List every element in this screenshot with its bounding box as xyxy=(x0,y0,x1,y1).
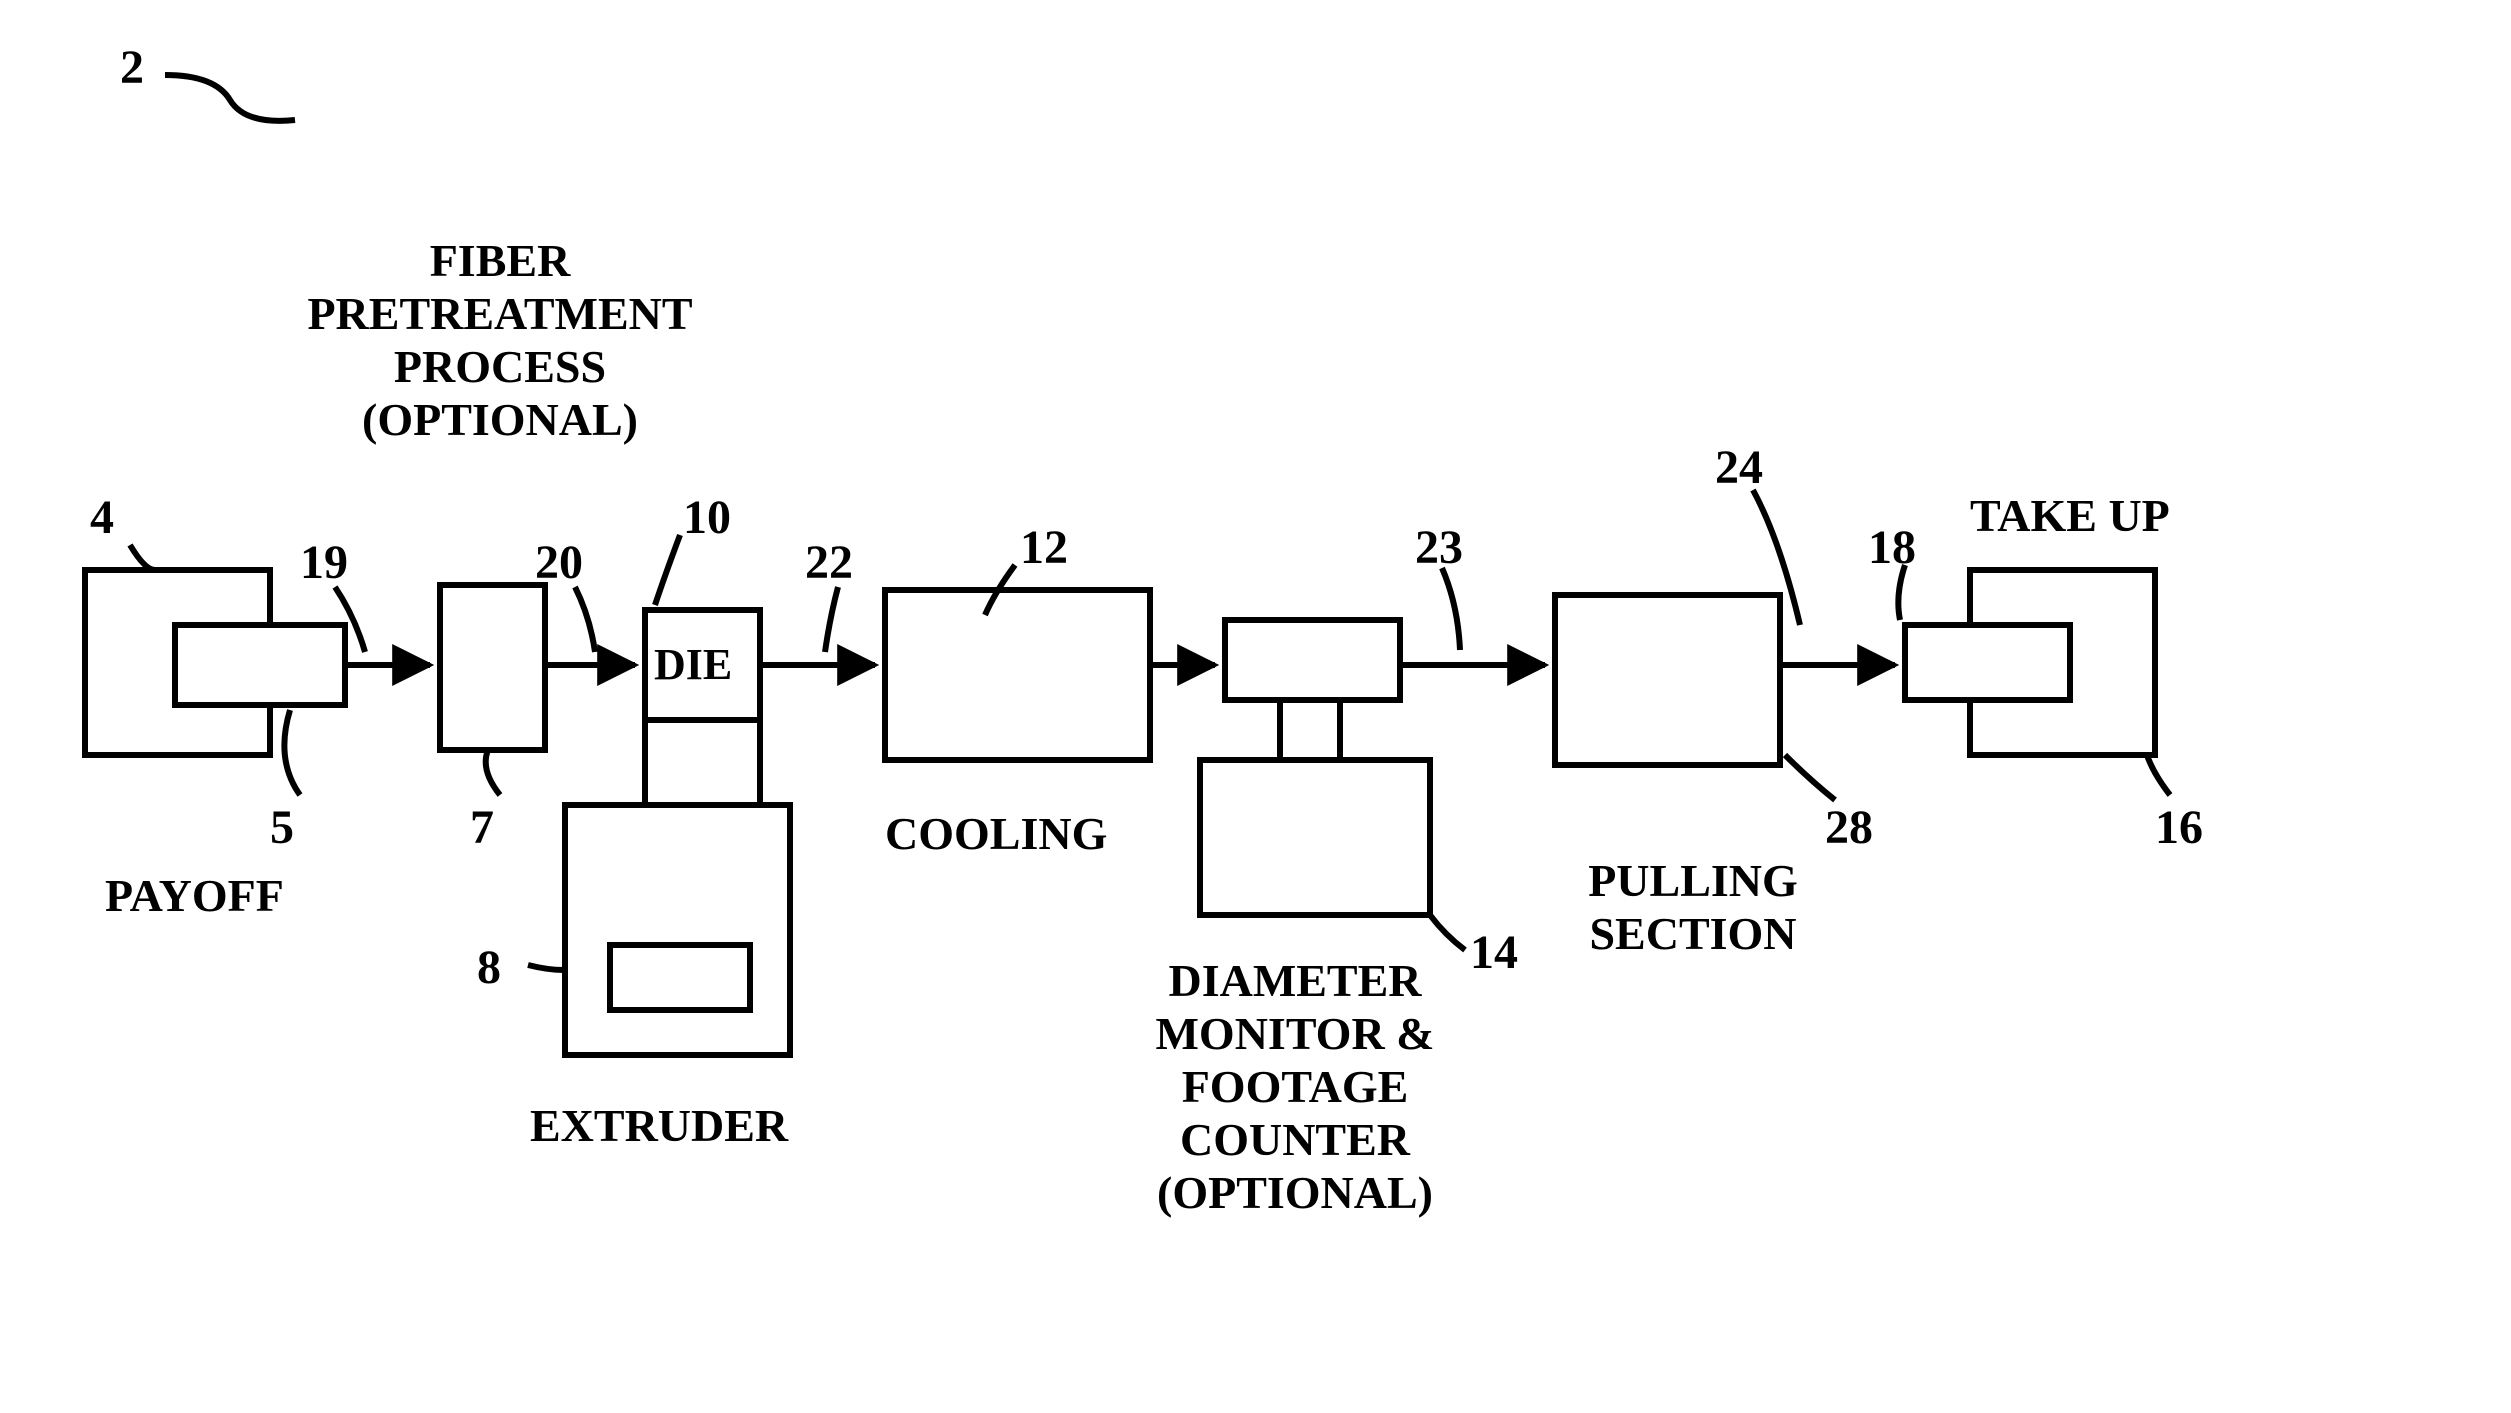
diagram-svg xyxy=(0,0,2511,1413)
